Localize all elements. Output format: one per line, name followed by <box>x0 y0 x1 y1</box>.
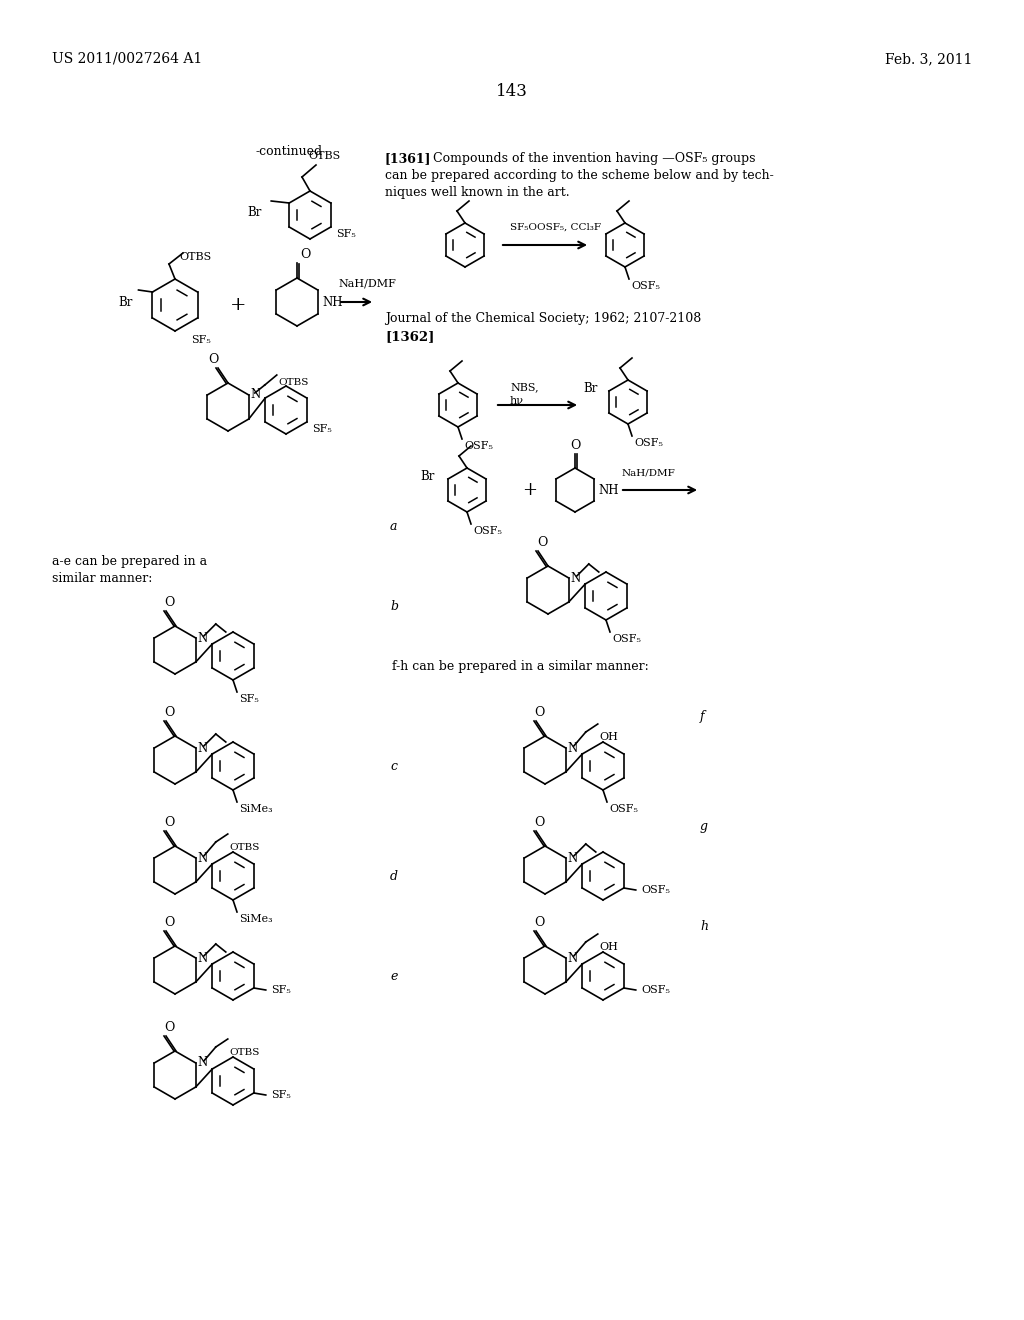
Text: O: O <box>164 816 174 829</box>
Text: +: + <box>522 480 538 499</box>
Text: 143: 143 <box>496 83 528 100</box>
Text: a: a <box>390 520 397 533</box>
Text: Compounds of the invention having —OSF₅ groups: Compounds of the invention having —OSF₅ … <box>425 152 756 165</box>
Text: Br: Br <box>584 381 598 395</box>
Text: N: N <box>567 851 578 865</box>
Text: similar manner:: similar manner: <box>52 572 153 585</box>
Text: O: O <box>569 440 581 451</box>
Text: OH: OH <box>599 942 617 952</box>
Text: [1362]: [1362] <box>385 330 434 343</box>
Text: f-h can be prepared in a similar manner:: f-h can be prepared in a similar manner: <box>392 660 649 673</box>
Text: OSF₅: OSF₅ <box>609 804 638 814</box>
Text: OTBS: OTBS <box>229 843 259 851</box>
Text: NaH/DMF: NaH/DMF <box>338 279 396 288</box>
Text: N: N <box>251 388 261 401</box>
Text: h: h <box>700 920 708 933</box>
Text: Br: Br <box>119 297 133 309</box>
Text: SF₅: SF₅ <box>336 228 355 239</box>
Text: O: O <box>208 352 218 366</box>
Text: OSF₅: OSF₅ <box>473 525 502 536</box>
Text: SF₅: SF₅ <box>191 335 211 345</box>
Text: OSF₅: OSF₅ <box>464 441 493 451</box>
Text: US 2011/0027264 A1: US 2011/0027264 A1 <box>52 51 203 66</box>
Text: Feb. 3, 2011: Feb. 3, 2011 <box>885 51 972 66</box>
Text: O: O <box>164 706 174 719</box>
Text: Br: Br <box>248 206 262 219</box>
Text: SiMe₃: SiMe₃ <box>239 913 272 924</box>
Text: O: O <box>534 916 544 929</box>
Text: N: N <box>567 952 578 965</box>
Text: NBS,: NBS, <box>510 381 539 392</box>
Text: a-e can be prepared in a: a-e can be prepared in a <box>52 554 207 568</box>
Text: OTBS: OTBS <box>229 1048 259 1057</box>
Text: e: e <box>390 970 397 983</box>
Text: O: O <box>300 248 310 261</box>
Text: hν: hν <box>510 396 524 407</box>
Text: SF₅OOSF₅, CCl₃F: SF₅OOSF₅, CCl₃F <box>510 223 601 232</box>
Text: -continued: -continued <box>255 145 323 158</box>
Text: Journal of the Chemical Society; 1962; 2107-2108: Journal of the Chemical Society; 1962; 2… <box>385 312 701 325</box>
Text: d: d <box>390 870 398 883</box>
Text: OTBS: OTBS <box>278 378 308 387</box>
Text: +: + <box>229 296 246 314</box>
Text: SF₅: SF₅ <box>312 424 332 434</box>
Text: SF₅: SF₅ <box>271 1090 291 1100</box>
Text: O: O <box>164 1020 174 1034</box>
Text: SiMe₃: SiMe₃ <box>239 804 272 814</box>
Text: N: N <box>567 742 578 755</box>
Text: [1361]: [1361] <box>385 152 431 165</box>
Text: NH: NH <box>598 483 618 496</box>
Text: N: N <box>198 631 208 644</box>
Text: b: b <box>390 601 398 612</box>
Text: O: O <box>537 536 547 549</box>
Text: SF₅: SF₅ <box>271 985 291 995</box>
Text: N: N <box>198 851 208 865</box>
Text: N: N <box>198 952 208 965</box>
Text: SF₅: SF₅ <box>239 694 259 704</box>
Text: O: O <box>534 816 544 829</box>
Text: OSF₅: OSF₅ <box>631 281 659 290</box>
Text: O: O <box>534 706 544 719</box>
Text: Br: Br <box>421 470 435 483</box>
Text: can be prepared according to the scheme below and by tech-: can be prepared according to the scheme … <box>385 169 774 182</box>
Text: O: O <box>164 597 174 609</box>
Text: f: f <box>700 710 705 723</box>
Text: g: g <box>700 820 708 833</box>
Text: N: N <box>198 1056 208 1069</box>
Text: N: N <box>198 742 208 755</box>
Text: OSF₅: OSF₅ <box>634 438 663 447</box>
Text: OH: OH <box>599 733 617 742</box>
Text: O: O <box>164 916 174 929</box>
Text: OSF₅: OSF₅ <box>612 634 641 644</box>
Text: niques well known in the art.: niques well known in the art. <box>385 186 569 199</box>
Text: OSF₅: OSF₅ <box>641 884 670 895</box>
Text: NaH/DMF: NaH/DMF <box>622 469 676 478</box>
Text: NH: NH <box>322 296 342 309</box>
Text: OSF₅: OSF₅ <box>641 985 670 995</box>
Text: c: c <box>390 760 397 774</box>
Text: N: N <box>570 572 581 585</box>
Text: OTBS: OTBS <box>179 252 211 261</box>
Text: OTBS: OTBS <box>308 150 340 161</box>
